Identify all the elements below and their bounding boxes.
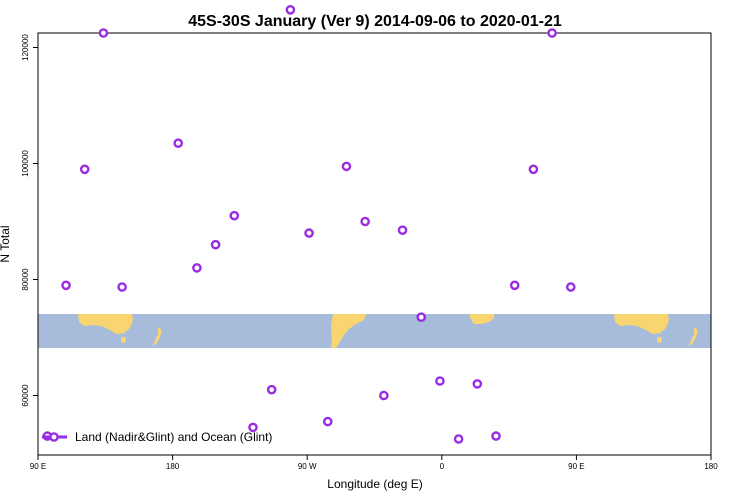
data-point xyxy=(79,164,90,175)
land-south-america xyxy=(331,314,366,348)
legend: Land (Nadir&Glint) and Ocean (Glint) xyxy=(42,430,272,444)
ocean-band xyxy=(38,314,711,348)
data-point xyxy=(98,28,109,38)
land-tasmania xyxy=(121,337,126,343)
data-point xyxy=(547,28,557,38)
chart-title: 45S-30S January (Ver 9) 2014-09-06 to 20… xyxy=(188,13,562,30)
x-tick-label: 90 E xyxy=(30,462,46,471)
data-point xyxy=(173,138,184,148)
x-tick-label: 90 E xyxy=(568,462,584,471)
data-point xyxy=(472,379,483,389)
y-tick-label: 80000 xyxy=(21,268,30,291)
x-tick-label: 0 xyxy=(440,462,445,471)
y-tick-label: 60000 xyxy=(21,384,30,407)
x-tick-label: 180 xyxy=(704,462,718,471)
data-point xyxy=(266,384,277,395)
data-point xyxy=(248,422,258,433)
data-point xyxy=(322,416,333,427)
y-tick-label: 100000 xyxy=(21,150,30,177)
data-points xyxy=(42,5,576,444)
data-point xyxy=(360,216,370,227)
data-point xyxy=(210,239,221,250)
land-new-zealand xyxy=(153,327,162,346)
land-new-zealand-repeat xyxy=(689,327,698,346)
data-point xyxy=(491,431,501,441)
data-point xyxy=(397,225,408,235)
data-point xyxy=(379,390,389,401)
y-axis-label: N Total xyxy=(0,225,12,262)
plot-frame xyxy=(37,32,712,456)
land-southern-africa xyxy=(470,314,494,324)
data-point xyxy=(285,5,296,15)
legend-marker-icon xyxy=(49,432,59,442)
data-point xyxy=(509,280,520,291)
x-tick-label: 90 W xyxy=(298,462,317,471)
y-tick-label: 120000 xyxy=(21,34,30,61)
data-point xyxy=(117,282,127,292)
legend-label: Land (Nadir&Glint) and Ocean (Glint) xyxy=(75,430,272,444)
data-point xyxy=(61,280,71,291)
x-axis: 90 E 180 90 W 0 90 E 180 xyxy=(30,455,718,471)
data-point xyxy=(435,376,445,386)
land-tasmania-repeat xyxy=(657,337,662,343)
data-point xyxy=(229,210,240,221)
data-point xyxy=(192,263,202,273)
land-australia-repeat xyxy=(614,314,669,334)
data-point xyxy=(565,282,576,292)
data-point xyxy=(304,228,314,238)
data-point xyxy=(416,312,427,323)
data-point xyxy=(453,434,464,444)
x-tick-label: 180 xyxy=(166,462,180,471)
y-axis: 6000080000100000120000140000 xyxy=(21,34,38,407)
data-point xyxy=(528,164,539,175)
data-point xyxy=(341,161,352,172)
x-axis-label: Longitude (deg E) xyxy=(327,477,422,491)
world-map-strip xyxy=(38,314,711,348)
land-australia xyxy=(78,314,133,334)
